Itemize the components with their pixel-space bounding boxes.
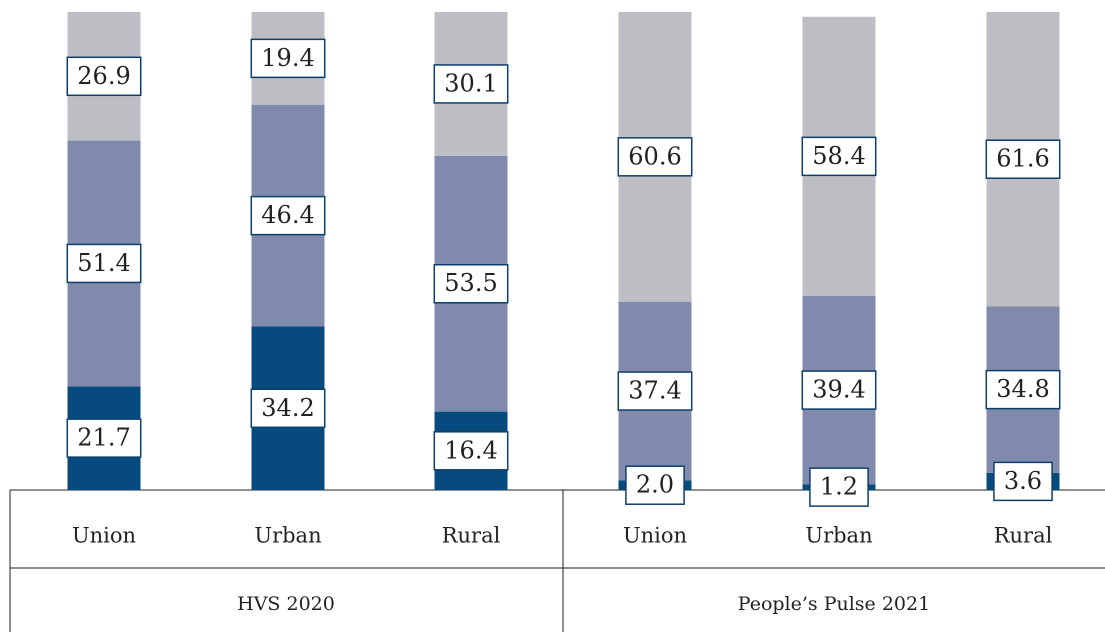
value-label-text: 16.4 bbox=[444, 436, 497, 464]
value-label-box bbox=[801, 370, 877, 410]
value-label: 39.4 bbox=[801, 370, 877, 410]
value-label-box bbox=[993, 461, 1053, 502]
x-tick-label: Rural bbox=[442, 524, 501, 548]
group-label: People’s Pulse 2021 bbox=[738, 593, 930, 615]
value-label: 30.1 bbox=[433, 64, 509, 104]
value-label: 34.2 bbox=[250, 388, 326, 429]
value-label-box bbox=[250, 38, 326, 79]
value-label-text: 30.1 bbox=[444, 69, 497, 97]
value-label-box bbox=[433, 64, 509, 104]
value-label-text: 60.6 bbox=[628, 142, 681, 170]
value-label: 21.7 bbox=[66, 418, 142, 458]
value-label-text: 34.8 bbox=[996, 375, 1049, 403]
value-label-text: 34.2 bbox=[261, 394, 314, 422]
value-label: 61.6 bbox=[985, 139, 1061, 179]
value-label-box bbox=[66, 418, 142, 458]
value-label-box bbox=[433, 263, 509, 304]
value-label: 53.5 bbox=[433, 263, 509, 304]
value-label-text: 1.2 bbox=[820, 473, 858, 501]
x-tick-label: Union bbox=[72, 524, 136, 548]
value-label: 46.4 bbox=[250, 195, 326, 236]
value-label-box bbox=[985, 139, 1061, 179]
value-label: 1.2 bbox=[809, 467, 869, 507]
value-label-text: 3.6 bbox=[1004, 467, 1042, 495]
value-label-box bbox=[250, 195, 326, 236]
value-label-box bbox=[66, 56, 142, 97]
value-label-box bbox=[985, 369, 1061, 410]
value-label-box bbox=[66, 243, 142, 284]
value-label-text: 2.0 bbox=[636, 471, 674, 499]
value-label: 58.4 bbox=[801, 136, 877, 177]
group-label: HVS 2020 bbox=[237, 593, 335, 615]
value-label-text: 46.4 bbox=[261, 201, 314, 229]
value-label: 60.6 bbox=[617, 137, 693, 177]
value-label-box bbox=[433, 431, 509, 471]
value-label-text: 37.4 bbox=[628, 377, 681, 405]
value-label: 19.4 bbox=[250, 38, 326, 79]
value-label-text: 26.9 bbox=[77, 62, 130, 90]
value-label-text: 19.4 bbox=[261, 44, 314, 72]
value-label: 34.8 bbox=[985, 369, 1061, 410]
value-label-box bbox=[801, 136, 877, 177]
value-label-text: 21.7 bbox=[77, 424, 130, 452]
value-label-box bbox=[625, 465, 685, 505]
value-label-box bbox=[617, 137, 693, 177]
value-label-box bbox=[809, 467, 869, 507]
x-tick-label: Rural bbox=[994, 524, 1053, 548]
x-tick-label: Union bbox=[623, 524, 687, 548]
value-label-box bbox=[617, 371, 693, 411]
value-label: 3.6 bbox=[993, 461, 1053, 502]
value-label: 16.4 bbox=[433, 431, 509, 471]
value-label-text: 51.4 bbox=[77, 249, 130, 277]
value-label-text: 58.4 bbox=[812, 142, 865, 170]
x-tick-label: Urban bbox=[254, 524, 321, 548]
value-label-box bbox=[250, 388, 326, 429]
value-label-text: 53.5 bbox=[444, 269, 497, 297]
value-label: 26.9 bbox=[66, 56, 142, 97]
value-label: 37.4 bbox=[617, 371, 693, 411]
value-label-text: 39.4 bbox=[812, 376, 865, 404]
value-label: 51.4 bbox=[66, 243, 142, 284]
value-label: 2.0 bbox=[625, 465, 685, 505]
value-label-text: 61.6 bbox=[996, 145, 1049, 173]
x-tick-label: Urban bbox=[805, 524, 872, 548]
